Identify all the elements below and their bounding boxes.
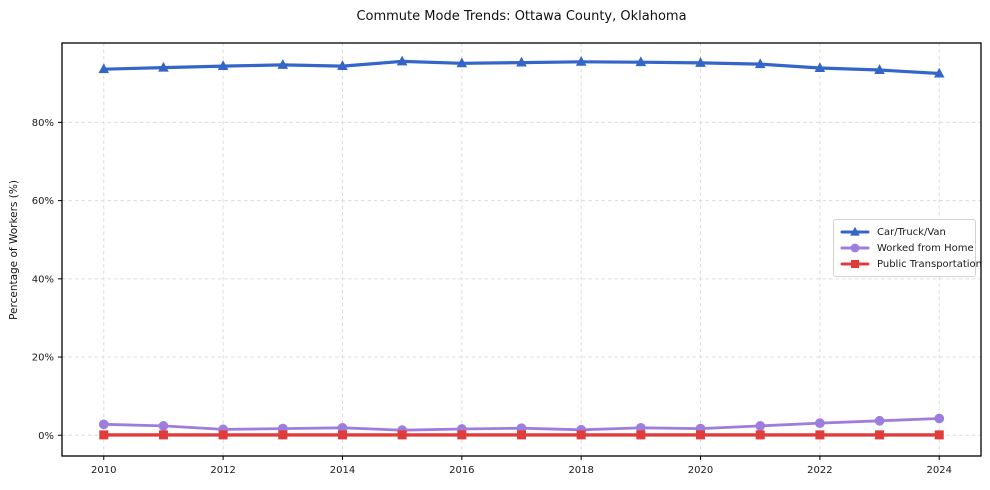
line-square-marker-icon: [840, 259, 870, 269]
legend-item-public-transportation: Public Transportation: [840, 258, 982, 270]
line-circle-marker-icon: [840, 243, 870, 253]
chart-title: Commute Mode Trends: Ottawa County, Okla…: [356, 9, 687, 24]
legend-item-car-truck-van: Car/Truck/Van: [840, 226, 969, 238]
series-car-truck-van: [98, 55, 945, 78]
legend-item-label: Car/Truck/Van: [877, 226, 946, 238]
y-tick-label: 80%: [32, 118, 54, 129]
line-triangle-marker-icon: [840, 226, 870, 236]
x-tick-label: 2010: [91, 465, 116, 476]
x-tick-label: 2018: [568, 465, 593, 476]
x-tick-label: 2012: [210, 465, 235, 476]
x-tick-label: 2014: [330, 465, 355, 476]
legend-item-label: Public Transportation: [877, 258, 982, 270]
legend: Car/Truck/Van Worked from Home Public Tr…: [833, 219, 982, 277]
legend-item-label: Worked from Home: [877, 242, 974, 254]
y-tick-label: 40%: [32, 274, 54, 285]
y-tick-label: 0%: [38, 431, 54, 442]
y-tick-label: 20%: [32, 353, 54, 364]
series-public-transportation: [99, 430, 944, 440]
x-tick-label: 2016: [449, 465, 474, 476]
legend-item-worked-from-home: Worked from Home: [840, 242, 974, 254]
x-tick-label: 2020: [688, 465, 713, 476]
y-tick-label: 60%: [32, 196, 54, 207]
x-tick-label: 2022: [807, 465, 832, 476]
x-tick-label: 2024: [927, 465, 952, 476]
